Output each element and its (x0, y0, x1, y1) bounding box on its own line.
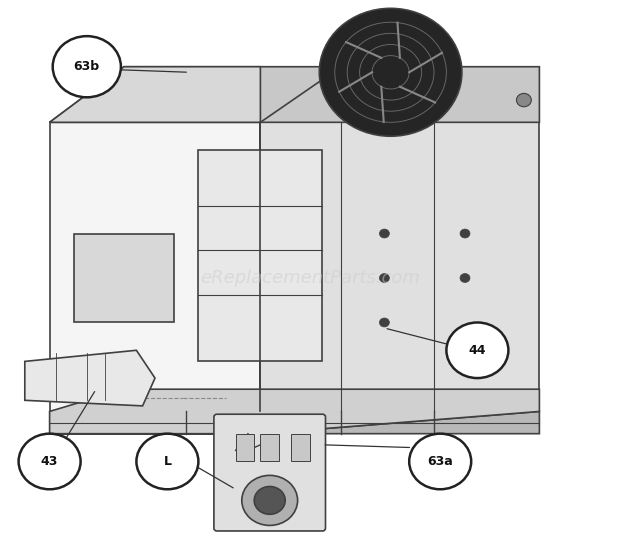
Circle shape (460, 229, 470, 238)
Polygon shape (50, 389, 539, 434)
Polygon shape (25, 350, 155, 406)
Polygon shape (50, 122, 260, 411)
Bar (236, 434, 254, 461)
Polygon shape (50, 411, 539, 434)
Bar (260, 434, 279, 461)
Polygon shape (50, 67, 539, 122)
Circle shape (379, 274, 389, 282)
Circle shape (319, 8, 462, 136)
Circle shape (460, 274, 470, 282)
Circle shape (379, 318, 389, 327)
Text: L: L (164, 455, 171, 468)
Circle shape (516, 93, 531, 107)
Polygon shape (50, 67, 260, 122)
Circle shape (242, 475, 298, 525)
Circle shape (19, 434, 81, 489)
Text: 63a: 63a (427, 455, 453, 468)
Bar (291, 434, 310, 461)
Circle shape (446, 322, 508, 378)
Text: 44: 44 (469, 344, 486, 357)
Text: 43: 43 (41, 455, 58, 468)
Bar (74, 234, 174, 322)
Circle shape (254, 486, 285, 514)
Polygon shape (260, 122, 539, 411)
Circle shape (379, 229, 389, 238)
Text: eReplacementParts.com: eReplacementParts.com (200, 269, 420, 287)
Text: 63b: 63b (74, 60, 100, 73)
Circle shape (53, 36, 121, 97)
FancyBboxPatch shape (214, 414, 326, 531)
Bar (198, 150, 322, 361)
Circle shape (409, 434, 471, 489)
Circle shape (136, 434, 198, 489)
